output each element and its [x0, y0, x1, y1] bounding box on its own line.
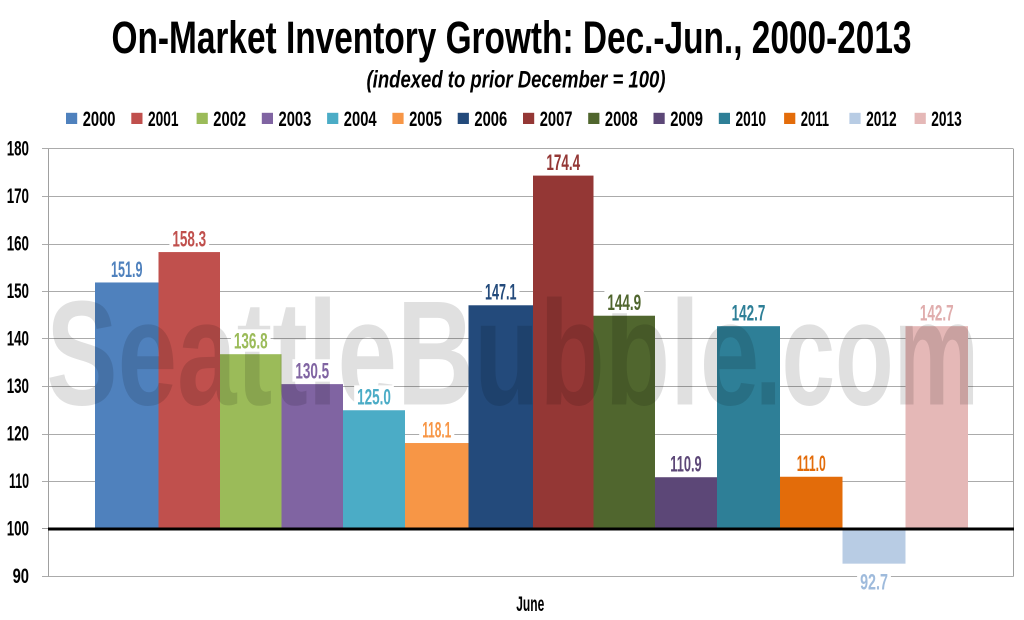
svg-text:2013: 2013: [931, 107, 962, 131]
svg-text:130: 130: [7, 374, 29, 398]
svg-text:2001: 2001: [148, 107, 179, 131]
svg-text:2011: 2011: [801, 107, 829, 131]
svg-text:110.9: 110.9: [670, 452, 701, 477]
svg-text:158.3: 158.3: [172, 226, 206, 251]
svg-text:2005: 2005: [409, 107, 442, 131]
svg-text:2002: 2002: [213, 107, 246, 131]
svg-text:90: 90: [13, 564, 29, 588]
svg-text:125.0: 125.0: [357, 385, 391, 410]
svg-text:June: June: [516, 592, 544, 616]
svg-text:136.8: 136.8: [234, 329, 268, 354]
svg-text:118.1: 118.1: [422, 417, 451, 442]
svg-text:147.1: 147.1: [485, 280, 516, 305]
svg-text:92.7: 92.7: [860, 570, 888, 595]
svg-text:2000: 2000: [83, 107, 116, 131]
svg-text:(indexed to prior December = 1: (indexed to prior December = 100): [367, 67, 666, 94]
svg-text:144.9: 144.9: [607, 290, 641, 315]
svg-text:151.9: 151.9: [111, 257, 142, 282]
svg-text:2006: 2006: [474, 107, 507, 131]
svg-text:SeattleBubble: SeattleBubble: [46, 270, 759, 437]
svg-text:2004: 2004: [344, 107, 377, 131]
svg-text:2007: 2007: [540, 107, 573, 131]
svg-text:142.7: 142.7: [920, 300, 954, 325]
svg-text:130.5: 130.5: [295, 358, 329, 383]
svg-text:160: 160: [7, 232, 29, 256]
svg-text:140: 140: [7, 327, 29, 351]
svg-text:2010: 2010: [736, 107, 767, 131]
svg-text:100: 100: [7, 517, 29, 541]
svg-text:2012: 2012: [866, 107, 897, 131]
svg-text:180: 180: [7, 137, 29, 161]
svg-text:110: 110: [9, 469, 29, 493]
svg-text:2008: 2008: [605, 107, 638, 131]
svg-text:120: 120: [7, 422, 29, 446]
svg-text:174.4: 174.4: [546, 150, 580, 175]
svg-text:150: 150: [7, 279, 29, 303]
svg-text:2003: 2003: [279, 107, 312, 131]
svg-text:.com: .com: [755, 270, 979, 437]
svg-text:170: 170: [7, 184, 29, 208]
svg-text:On-Market Inventory Growth: De: On-Market Inventory Growth: Dec.-Jun., 2…: [112, 12, 912, 63]
svg-text:142.7: 142.7: [732, 300, 766, 325]
svg-text:2009: 2009: [670, 107, 703, 131]
svg-text:111.0: 111.0: [797, 451, 826, 476]
